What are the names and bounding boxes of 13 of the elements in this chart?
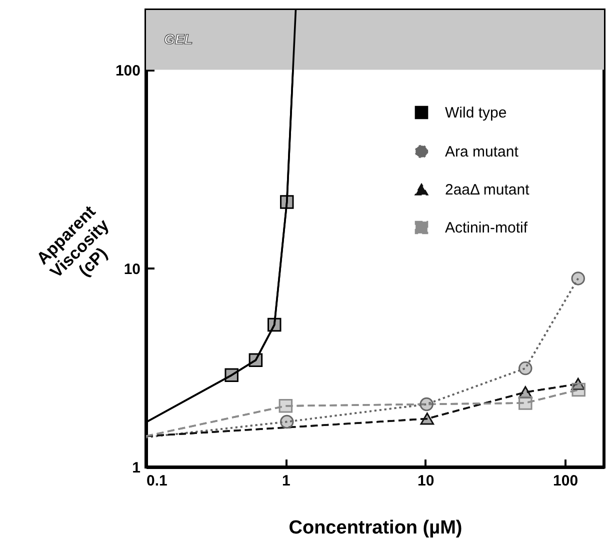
x-tick-label: 1 xyxy=(282,472,290,490)
legend-label: Ara mutant xyxy=(445,144,520,160)
legend-label: Wild type xyxy=(445,104,507,122)
legend-label: 2aaΔ mutant xyxy=(445,182,530,198)
legend-label: Actinin-motif xyxy=(445,220,528,236)
y-tick-label: 10 xyxy=(124,260,140,278)
y-tick-label: 1 xyxy=(132,460,140,476)
x-axis-title: Concentration (µM) xyxy=(288,518,462,538)
y-tick-label: 100 xyxy=(115,62,140,80)
x-tick-label: 10 xyxy=(418,472,434,490)
x-tick-label: 100 xyxy=(553,472,578,490)
x-tick-label: 0.1 xyxy=(146,472,168,490)
band-label: GEL xyxy=(164,30,193,47)
